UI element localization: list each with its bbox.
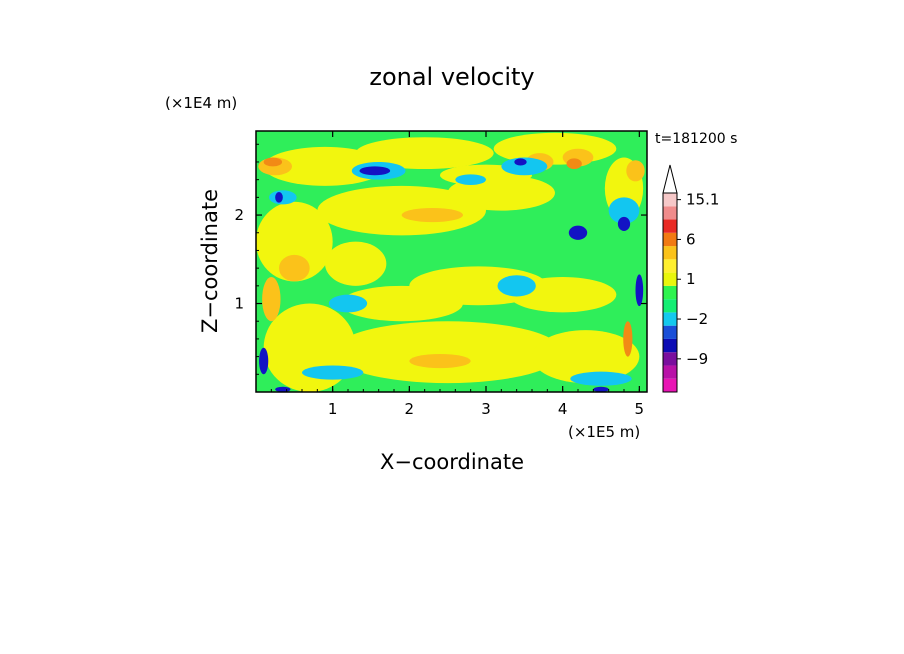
colorbar-segment	[663, 365, 677, 379]
field-patch	[626, 160, 645, 182]
field-patch	[256, 201, 333, 282]
field-patch	[568, 225, 588, 240]
x-axis-label: X−coordinate	[380, 450, 524, 474]
field-patch	[355, 137, 494, 170]
field-patch	[635, 274, 644, 307]
field-patch	[593, 386, 609, 392]
colorbar-segment	[663, 259, 677, 273]
x-tick-label: 5	[635, 400, 645, 418]
x-axis-ticks: 1 2 3 4 5	[270, 131, 645, 418]
velocity-field	[256, 131, 647, 392]
field-patch	[501, 157, 548, 176]
x-tick-label: 4	[558, 400, 568, 418]
colorbar-segment	[663, 325, 677, 339]
field-patch	[263, 146, 387, 186]
field-patch	[263, 157, 283, 167]
y-scale-label: (×1E4 m)	[165, 94, 237, 112]
field-patch	[259, 347, 269, 375]
field-patch	[514, 158, 527, 166]
colorbar-segment	[663, 285, 677, 300]
field-patch	[401, 207, 464, 223]
colorbar-segment	[663, 378, 677, 392]
colorbar-segment	[663, 338, 677, 353]
y-axis-label: Z−coordinate	[198, 189, 222, 333]
colorbar-segment	[663, 246, 677, 260]
field-patch	[532, 330, 640, 384]
field-patch	[279, 254, 310, 282]
colorbar-label: 6	[686, 230, 696, 248]
colorbar: 15.1 6 1 −2 −9	[662, 164, 719, 393]
colorbar-label: 1	[686, 270, 696, 288]
field-patch	[269, 190, 297, 205]
colorbar-segment	[663, 312, 677, 326]
colorbar-segment	[663, 206, 677, 220]
x-scale-label: (×1E5 m)	[568, 423, 640, 441]
field-patch	[275, 192, 283, 203]
y-axis-ticks: 12	[234, 143, 647, 375]
colorbar-frame	[662, 192, 678, 393]
colorbar-segment	[663, 272, 677, 286]
field-patch	[570, 371, 632, 386]
field-patch	[275, 386, 291, 392]
colorbar-segment	[663, 193, 677, 207]
field-patch	[566, 158, 582, 170]
field-patch	[325, 241, 387, 286]
field-patch	[497, 275, 536, 297]
time-label: t=181200 s	[655, 131, 737, 147]
x-tick-label: 2	[405, 400, 415, 418]
x-tick-label: 1	[328, 400, 338, 418]
colorbar-label: 15.1	[686, 191, 719, 209]
field-patch	[608, 197, 640, 224]
field-patch	[332, 321, 563, 384]
x-tick-label: 3	[481, 400, 491, 418]
field-patch	[359, 166, 391, 176]
field-patch	[509, 276, 617, 313]
colorbar-segment	[663, 352, 677, 366]
field-patch	[328, 294, 368, 313]
colorbar-segment	[663, 219, 677, 233]
field-patch	[317, 185, 486, 236]
colorbar-segment	[663, 232, 677, 247]
y-tick-label: 2	[234, 206, 244, 224]
field-patch	[617, 216, 631, 231]
y-tick-label: 1	[234, 295, 244, 313]
field-patch	[340, 285, 463, 322]
field-patch	[623, 321, 633, 357]
field-patch	[409, 353, 471, 369]
plot-frame	[255, 130, 648, 393]
field-patch	[455, 174, 486, 185]
colorbar-label: −2	[686, 310, 708, 328]
field-patch	[302, 365, 364, 380]
field-patch	[262, 276, 281, 322]
colorbar-overflow-arrow	[662, 164, 678, 194]
chart-title: zonal velocity	[369, 63, 534, 91]
colorbar-label: −9	[686, 350, 708, 368]
colorbar-segment	[663, 299, 677, 313]
